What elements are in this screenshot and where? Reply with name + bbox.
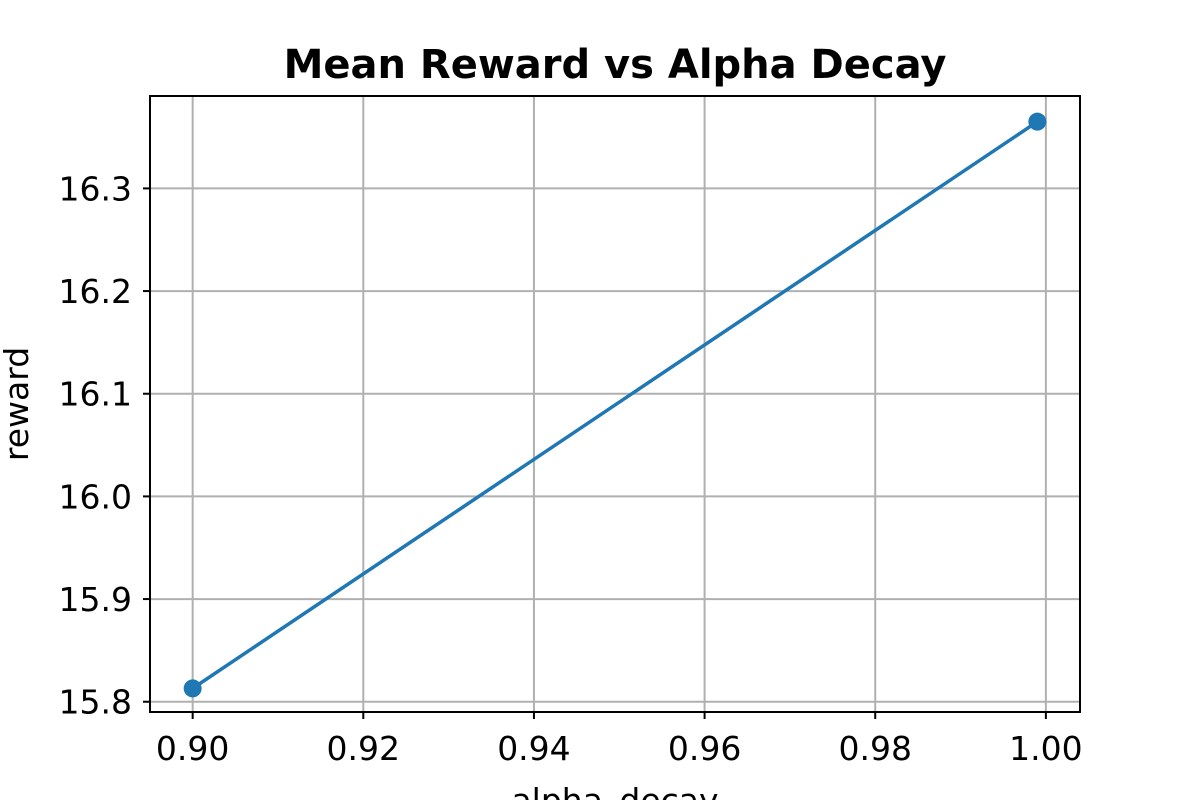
x-axis-ticks: 0.90 0.92 0.94 0.96 0.98 1.00 xyxy=(156,712,1083,768)
chart-title: Mean Reward vs Alpha Decay xyxy=(284,42,947,88)
y-tick-label: 15.8 xyxy=(59,683,132,722)
x-tick-label: 0.94 xyxy=(497,729,570,768)
x-tick-label: 0.96 xyxy=(668,729,741,768)
data-point-marker xyxy=(183,679,202,698)
plot-frame xyxy=(149,95,1081,713)
x-tick-label: 0.90 xyxy=(156,729,229,768)
data-point-marker xyxy=(1028,112,1047,131)
y-axis-label: reward xyxy=(0,347,36,461)
grid-lines xyxy=(150,96,1080,712)
series-line xyxy=(191,120,1039,690)
y-tick-label: 16.1 xyxy=(59,375,132,414)
x-axis-label: alpha_decay xyxy=(511,781,718,800)
y-tick-label: 16.2 xyxy=(59,272,132,311)
y-tick-label: 16.0 xyxy=(59,477,132,516)
y-tick-label: 16.3 xyxy=(59,169,132,208)
x-tick-label: 0.98 xyxy=(838,729,911,768)
x-tick-label: 0.92 xyxy=(327,729,400,768)
x-tick-label: 1.00 xyxy=(1009,729,1082,768)
y-axis-ticks: 15.8 15.9 16.0 16.1 16.2 16.3 xyxy=(59,169,150,722)
y-tick-label: 15.9 xyxy=(59,580,132,619)
series-layer xyxy=(183,112,1047,698)
